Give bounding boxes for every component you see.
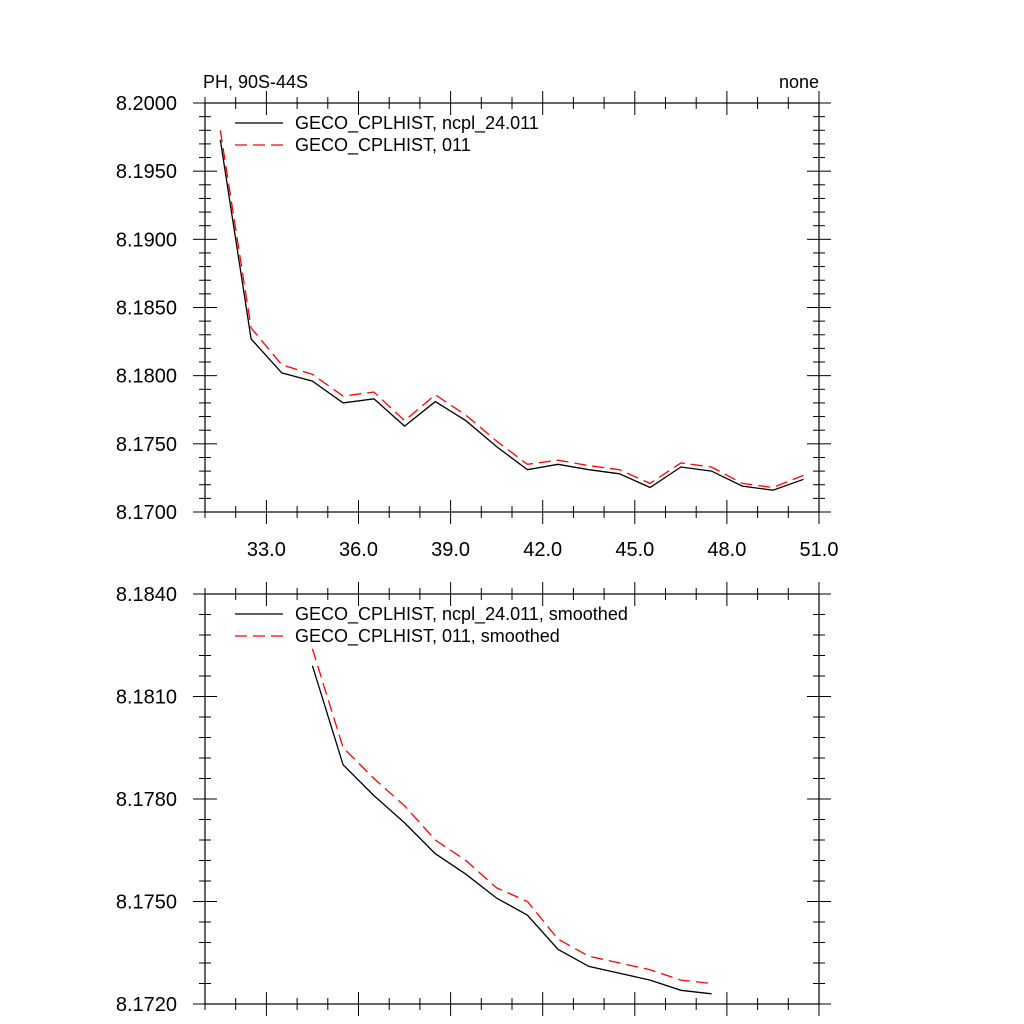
y-tick-label: 8.1750 bbox=[116, 892, 177, 914]
series-line-black bbox=[219, 139, 804, 491]
x-tick-label: 51.0 bbox=[800, 539, 839, 561]
series-line-red bbox=[311, 648, 712, 985]
y-tick-label: 8.1800 bbox=[116, 366, 177, 388]
chart-title: PH, 90S-44S bbox=[203, 72, 308, 92]
y-tick-label: 8.2000 bbox=[116, 93, 177, 115]
y-tick-label: 8.1900 bbox=[116, 229, 177, 251]
plot-frame bbox=[204, 593, 820, 1005]
y-tick-label: 8.1750 bbox=[116, 434, 177, 456]
top-panel: 8.1700 8.1750 8.1800 8.1850 8.1900 8.1950 8.20… bbox=[116, 72, 839, 561]
x-tick-label: 42.0 bbox=[523, 539, 562, 561]
bottom-panel: 8.1720 8.1750 8.1780 8.1810 8.1840 GECO_CPLHI… bbox=[116, 582, 831, 1016]
y-tick-label: 8.1700 bbox=[116, 502, 177, 524]
y-tick-label: 8.1840 bbox=[116, 584, 177, 606]
y-tick-label: 8.1850 bbox=[116, 298, 177, 320]
y-tick-label: 8.1810 bbox=[116, 687, 177, 709]
x-tick-label: 48.0 bbox=[707, 539, 746, 561]
x-tick-label: 39.0 bbox=[431, 539, 470, 561]
x-tick-label: 33.0 bbox=[247, 539, 286, 561]
plot-frame bbox=[204, 102, 820, 513]
y-tick-label: 8.1780 bbox=[116, 789, 177, 811]
x-tick-label: 45.0 bbox=[615, 539, 654, 561]
legend-label: GECO_CPLHIST, ncpl_24.011 bbox=[295, 113, 539, 134]
x-tick-label: 36.0 bbox=[339, 539, 378, 561]
y-tick-label: 8.1720 bbox=[116, 994, 177, 1016]
legend-label: GECO_CPLHIST, ncpl_24.011, smoothed bbox=[295, 604, 628, 625]
series-line-red bbox=[219, 130, 804, 489]
legend-label: GECO_CPLHIST, 011 bbox=[295, 135, 471, 156]
series-line-black bbox=[311, 665, 712, 995]
y-tick-label: 8.1950 bbox=[116, 161, 177, 183]
chart-title-right: none bbox=[779, 72, 819, 92]
legend-label: GECO_CPLHIST, 011, smoothed bbox=[295, 626, 560, 647]
